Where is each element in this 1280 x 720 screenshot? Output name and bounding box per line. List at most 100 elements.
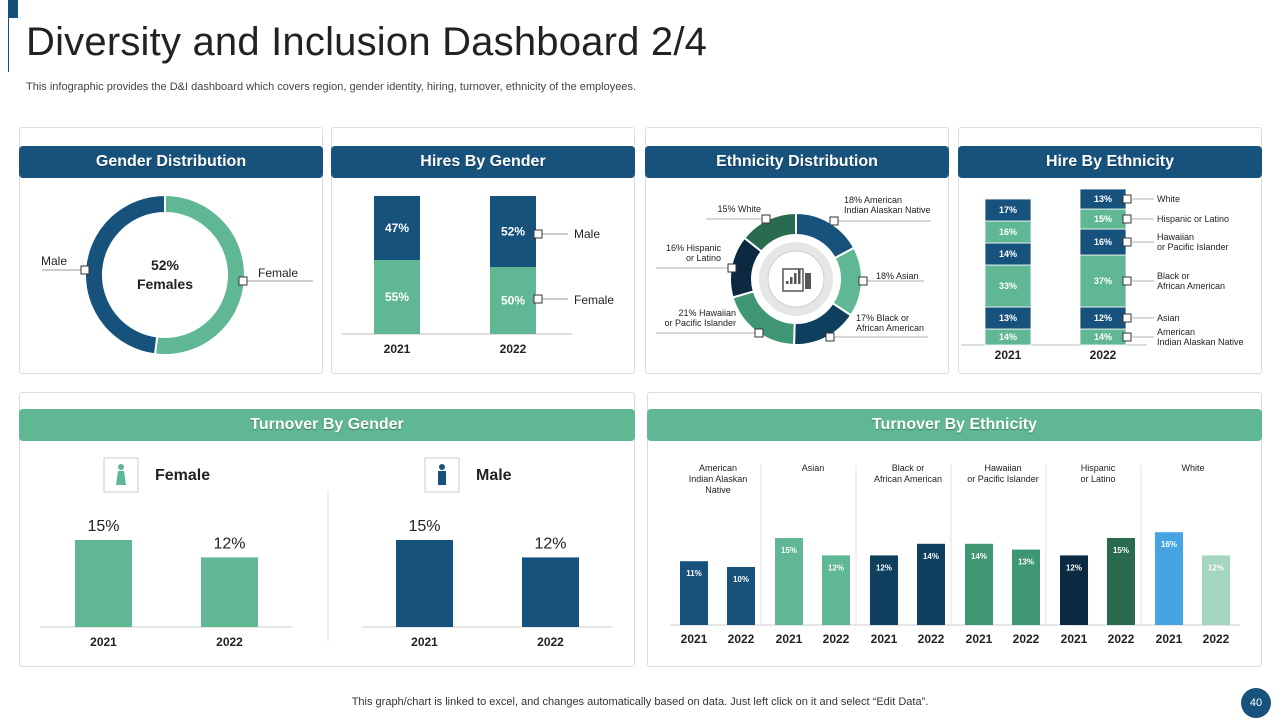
hireeth-bar-segment[interactable] bbox=[1079, 254, 1127, 308]
turnover-eth-bar[interactable] bbox=[965, 543, 993, 625]
hire-by-ethnicity-chart[interactable]: 14% 13% 33% 14% 16% 17% 2021 14% 12% 37% 16% 15% 13%… bbox=[959, 178, 1261, 373]
turnover-eth-bar[interactable] bbox=[1107, 538, 1135, 625]
hireeth-data-label: 16% bbox=[999, 227, 1017, 237]
turnover-gender-group-label: Male bbox=[476, 467, 512, 484]
turnover-eth-data-label: 16% bbox=[1161, 540, 1177, 549]
turnover-gender-x-tick: 2021 bbox=[411, 635, 438, 649]
turnover-gender-data-label: 12% bbox=[534, 535, 566, 552]
hires-bar-2022-male[interactable] bbox=[490, 196, 536, 267]
hireeth-legend-label: White bbox=[1157, 194, 1180, 204]
turnover-by-gender-title: Turnover By Gender bbox=[19, 409, 635, 441]
hireeth-data-label: 14% bbox=[999, 332, 1017, 342]
turnover-eth-x-tick: 2021 bbox=[681, 632, 708, 646]
turnover-by-gender-card[interactable]: Turnover By Gender Female 15% 2021 12% 2022 M… bbox=[19, 392, 635, 667]
ethnicity-label: 17% Black or African American bbox=[856, 313, 924, 333]
hires-by-gender-title: Hires By Gender bbox=[331, 146, 635, 178]
turnover-gender-data-label: 15% bbox=[87, 518, 119, 535]
ethnicity-slice[interactable] bbox=[742, 211, 797, 253]
turnover-eth-bar[interactable] bbox=[822, 555, 850, 625]
turnover-eth-data-label: 13% bbox=[1018, 558, 1034, 567]
turnover-eth-bar[interactable] bbox=[727, 567, 755, 625]
hireeth-bar-segment[interactable] bbox=[984, 198, 1032, 222]
male-label: Male bbox=[41, 254, 67, 268]
turnover-gender-bar[interactable] bbox=[396, 540, 453, 627]
turnover-eth-x-tick: 2022 bbox=[1203, 632, 1230, 646]
hire-by-ethnicity-card[interactable]: Hire By Ethnicity 14% 13% 33% 14% 16% 17% 2021… bbox=[958, 127, 1262, 374]
hires-bar-2022-female[interactable] bbox=[490, 267, 536, 334]
hires-by-gender-card[interactable]: Hires By Gender 55% 47% 2021 50% 52% 2022 Male… bbox=[331, 127, 635, 374]
turnover-eth-bar[interactable] bbox=[1060, 555, 1088, 625]
turnover-eth-x-tick: 2022 bbox=[823, 632, 850, 646]
turnover-eth-bar[interactable] bbox=[870, 555, 898, 625]
turnover-eth-data-label: 14% bbox=[923, 552, 939, 561]
female-icon bbox=[118, 464, 124, 470]
hireeth-bar-segment[interactable] bbox=[1079, 228, 1127, 256]
chart-document-icon-bar bbox=[794, 273, 797, 284]
turnover-eth-x-tick: 2022 bbox=[728, 632, 755, 646]
turnover-eth-bar[interactable] bbox=[775, 538, 803, 625]
turnover-eth-bar[interactable] bbox=[1012, 549, 1040, 625]
turnover-eth-group-label: White bbox=[1181, 463, 1204, 473]
ethnicity-marker bbox=[858, 276, 868, 286]
turnover-eth-x-tick: 2022 bbox=[918, 632, 945, 646]
hireeth-x-tick: 2022 bbox=[1090, 348, 1117, 362]
hireeth-legend-marker bbox=[1122, 313, 1132, 323]
turnover-gender-bar[interactable] bbox=[522, 557, 579, 627]
hires-bar-2021-female[interactable] bbox=[374, 260, 420, 334]
turnover-gender-x-tick: 2022 bbox=[537, 635, 564, 649]
turnover-eth-group-label: Hispanic or Latino bbox=[1080, 463, 1115, 484]
male-icon bbox=[439, 464, 445, 470]
gender-distribution-title: Gender Distribution bbox=[19, 146, 323, 178]
turnover-gender-data-label: 15% bbox=[408, 518, 440, 535]
turnover-by-ethnicity-chart[interactable]: American Indian Alaskan Native 11% 2021 10% 20… bbox=[648, 441, 1261, 666]
page-subtitle: This infographic provides the D&I dashbo… bbox=[26, 81, 637, 93]
hires-female-marker bbox=[533, 294, 543, 304]
hireeth-data-label: 13% bbox=[999, 313, 1017, 323]
ethnicity-label: 18% American Indian Alaskan Native bbox=[844, 195, 931, 215]
gender-distribution-card[interactable]: Gender Distribution 52% Females Male Female bbox=[19, 127, 323, 374]
hires-male-label: Male bbox=[574, 227, 600, 241]
chart-document-icon-bar bbox=[790, 277, 793, 284]
turnover-eth-group-label: Black or African American bbox=[874, 463, 942, 484]
turnover-eth-bar[interactable] bbox=[680, 561, 708, 625]
hires-female-label: Female bbox=[574, 293, 614, 307]
hireeth-data-label: 13% bbox=[1094, 194, 1112, 204]
turnover-eth-bar[interactable] bbox=[1155, 532, 1183, 625]
hireeth-legend-label: American Indian Alaskan Native bbox=[1157, 327, 1244, 347]
page-title: Diversity and Inclusion Dashboard 2/4 bbox=[26, 20, 708, 64]
hireeth-data-label: 15% bbox=[1094, 214, 1112, 224]
hireeth-data-label: 16% bbox=[1094, 237, 1112, 247]
turnover-eth-data-label: 12% bbox=[1208, 563, 1224, 572]
ethnicity-distribution-chart[interactable]: 18% American Indian Alaskan Native 18% Asi… bbox=[646, 178, 948, 373]
hires-data-label: 52% bbox=[501, 225, 525, 239]
gender-slice-male[interactable] bbox=[84, 193, 166, 356]
gender-center-label: Females bbox=[137, 276, 193, 292]
turnover-by-ethnicity-card[interactable]: Turnover By Ethnicity American Indian Ala… bbox=[647, 392, 1262, 667]
turnover-eth-bar[interactable] bbox=[917, 543, 945, 625]
hires-bar-2021-male[interactable] bbox=[374, 196, 420, 260]
female-icon-body bbox=[116, 471, 126, 485]
turnover-gender-bar[interactable] bbox=[201, 557, 258, 627]
ethnicity-marker bbox=[825, 332, 835, 342]
hires-by-gender-chart[interactable]: 55% 47% 2021 50% 52% 2022 Male Female bbox=[332, 178, 634, 373]
hires-x-tick: 2022 bbox=[500, 342, 527, 356]
turnover-by-gender-chart[interactable]: Female 15% 2021 12% 2022 Male 15% 2021 12% 2022 bbox=[20, 441, 634, 666]
hireeth-legend-label: Asian bbox=[1157, 313, 1180, 323]
hires-data-label: 47% bbox=[385, 221, 409, 235]
turnover-eth-group-label: Hawaiian or Pacific Islander bbox=[967, 463, 1039, 484]
ethnicity-distribution-card[interactable]: Ethnicity Distribution 18% American India… bbox=[645, 127, 949, 374]
hires-data-label: 55% bbox=[385, 290, 409, 304]
turnover-gender-bar[interactable] bbox=[75, 540, 132, 627]
gender-center-value: 52% bbox=[151, 257, 180, 273]
gender-slice-female[interactable] bbox=[153, 193, 246, 356]
ethnicity-label: 21% Hawaiian or Pacific Islander bbox=[664, 308, 736, 328]
ethnicity-label: 15% White bbox=[717, 204, 761, 214]
hireeth-data-label: 14% bbox=[999, 249, 1017, 259]
gender-distribution-chart[interactable]: 52% Females Male Female bbox=[20, 178, 322, 373]
hireeth-data-label: 12% bbox=[1094, 313, 1112, 323]
turnover-eth-data-label: 12% bbox=[828, 563, 844, 572]
hireeth-legend-marker bbox=[1122, 194, 1132, 204]
turnover-eth-bar[interactable] bbox=[1202, 555, 1230, 625]
hireeth-bar-segment[interactable] bbox=[984, 264, 1032, 308]
